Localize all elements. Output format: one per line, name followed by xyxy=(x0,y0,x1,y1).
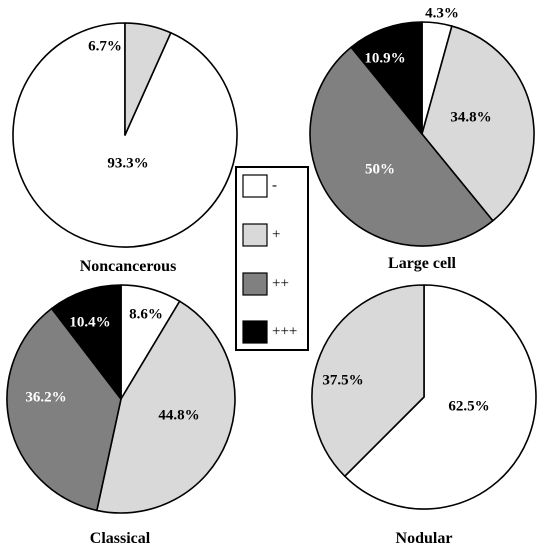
pie-charts-group: 93.3% 6.7% 4.3% 34.8% 50% 10.9% 8.6% 44.8% 36.2%… xyxy=(6,5,537,514)
pie-slice xyxy=(96,300,236,514)
pie-slice xyxy=(350,21,423,135)
pie-slice-label: 62.5% xyxy=(448,398,489,414)
legend-label: +++ xyxy=(272,323,297,339)
pie-slice-label: 37.5% xyxy=(322,372,363,388)
legend-swatch xyxy=(242,174,268,198)
pie-classical: 8.6% 44.8% 36.2% 10.4% xyxy=(6,284,236,514)
pie-slice xyxy=(6,307,122,512)
pie-slice xyxy=(421,25,535,222)
pie-slice-label: 93.3% xyxy=(107,155,148,171)
pie-slice xyxy=(50,284,122,400)
pie-slice xyxy=(309,46,494,247)
pie-slice-label: 50% xyxy=(365,161,395,177)
pie-slice-label: 34.8% xyxy=(450,109,491,125)
pie-slice xyxy=(124,22,172,136)
legend-label: ++ xyxy=(272,275,289,291)
pie-slice-label: 10.9% xyxy=(364,50,405,66)
pie-slice-label: 44.8% xyxy=(158,407,199,423)
pie-slice-label: 4.3% xyxy=(425,5,459,21)
pie-slice xyxy=(311,284,425,477)
pie-nodular: 62.5% 37.5% xyxy=(311,284,537,510)
chart-title-nodular: Nodular xyxy=(396,530,453,547)
chart-title-noncancerous: Noncancerous xyxy=(80,258,177,275)
chart-title-classical: Classical xyxy=(90,530,151,547)
legend-label: - xyxy=(272,177,277,193)
chart-title-large-cell: Large cell xyxy=(388,255,457,272)
pie-large-cell: 4.3% 34.8% 50% 10.9% xyxy=(309,5,535,247)
pie-slice-label: 8.6% xyxy=(129,306,163,322)
pie-slice-label: 6.7% xyxy=(88,38,122,54)
legend-swatch xyxy=(242,272,268,296)
pie-slice-label: 36.2% xyxy=(25,389,66,405)
legend: -++++++ xyxy=(235,166,309,351)
legend-swatch xyxy=(242,320,268,344)
pie-slice-label: 10.4% xyxy=(69,314,110,330)
pie-noncancerous: 93.3% 6.7% xyxy=(12,22,238,248)
legend-swatch xyxy=(242,223,268,247)
pie-slice xyxy=(344,284,537,510)
legend-label: + xyxy=(272,226,280,242)
